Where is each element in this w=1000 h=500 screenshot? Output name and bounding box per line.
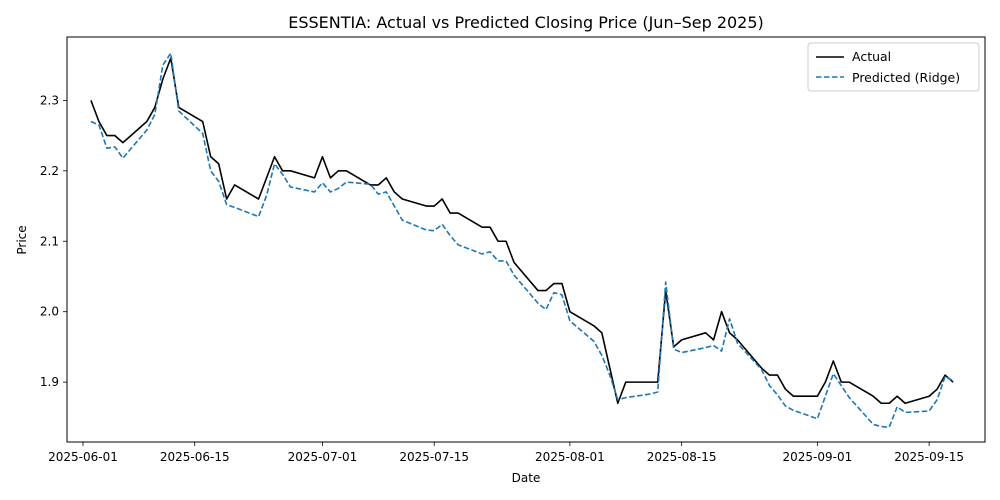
y-tick-label: 2.3 — [40, 93, 59, 107]
x-tick-label: 2025-06-01 — [48, 450, 118, 464]
x-axis-label: Date — [512, 471, 541, 485]
y-axis-label: Price — [15, 225, 29, 254]
y-tick-label: 2.0 — [40, 305, 59, 319]
x-tick-label: 2025-06-15 — [160, 450, 230, 464]
x-tick-label: 2025-09-15 — [894, 450, 964, 464]
legend: Actual Predicted (Ridge) — [807, 42, 980, 92]
legend-predicted-label: Predicted (Ridge) — [852, 70, 960, 85]
y-tick-label: 1.9 — [40, 375, 59, 389]
x-axis: 2025-06-01 2025-06-15 2025-07-01 2025-07-15… — [48, 442, 964, 464]
x-tick-label: 2025-08-15 — [647, 450, 717, 464]
chart-title: ESSENTIA: Actual vs Predicted Closing Pr… — [288, 13, 764, 32]
y-tick-label: 2.1 — [40, 234, 59, 248]
x-tick-label: 2025-09-01 — [782, 450, 852, 464]
series-layer — [90, 52, 954, 429]
legend-actual-label: Actual — [852, 49, 891, 64]
y-tick-label: 2.2 — [40, 164, 59, 178]
plot-frame — [66, 36, 986, 443]
x-tick-label: 2025-07-01 — [288, 450, 358, 464]
plot-area — [67, 37, 985, 442]
actual-series-line — [90, 57, 954, 405]
y-axis: 1.9 2.0 2.1 2.2 2.3 — [40, 93, 67, 389]
predicted-series-line — [90, 52, 954, 429]
x-tick-label: 2025-07-15 — [399, 450, 469, 464]
legend-box — [807, 42, 980, 92]
x-tick-label: 2025-08-01 — [535, 450, 605, 464]
